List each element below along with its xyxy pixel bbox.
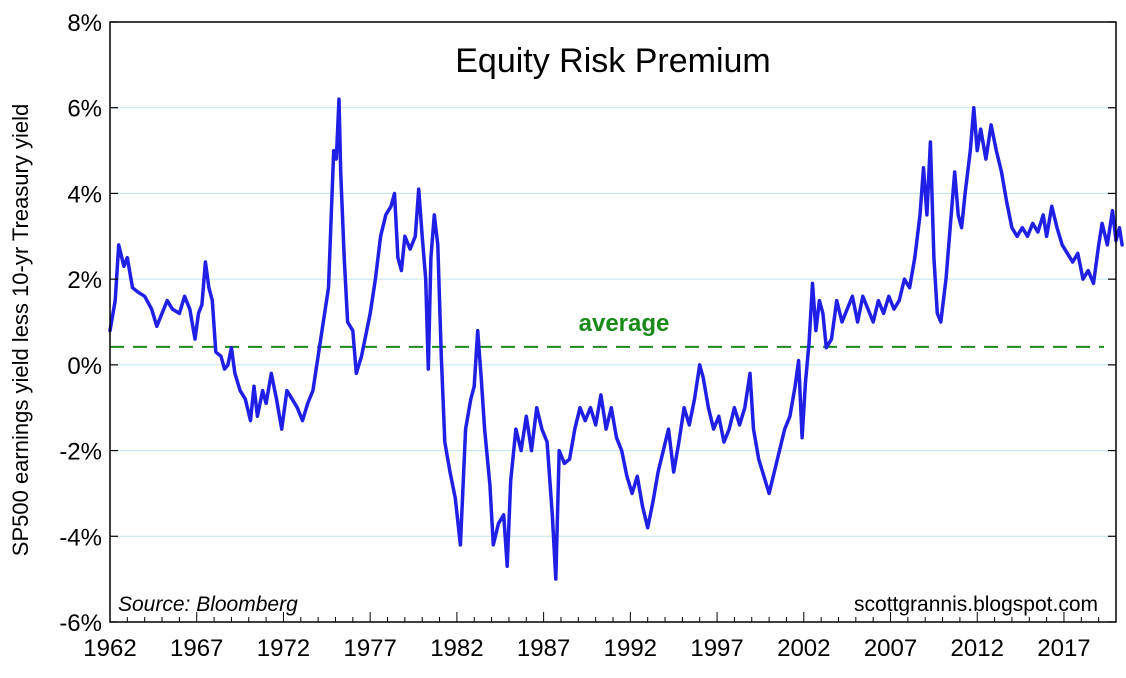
y-axis-label: SP500 earnings yield less 10-yr Treasury… <box>8 104 33 556</box>
credit-note: scottgrannis.blogspot.com <box>854 593 1098 616</box>
x-tick-label: 1992 <box>604 635 657 662</box>
y-tick-label: -2% <box>59 439 102 466</box>
x-tick-label: 1977 <box>343 635 396 662</box>
x-tick-label: 1982 <box>430 635 483 662</box>
y-tick-label: -4% <box>59 524 102 551</box>
x-tick-label: 2012 <box>951 635 1004 662</box>
x-tick-label: 1997 <box>690 635 743 662</box>
y-tick-label: 0% <box>67 353 102 380</box>
y-tick-label: -6% <box>59 610 102 637</box>
x-tick-label: 1962 <box>83 635 136 662</box>
y-tick-label: 8% <box>67 10 102 37</box>
x-tick-label: 1972 <box>257 635 310 662</box>
source-note: Source: Bloomberg <box>118 593 298 616</box>
x-tick-label: 2002 <box>777 635 830 662</box>
chart-title: Equity Risk Premium <box>455 42 771 80</box>
x-axis: 1962 1967 1972 1977 1982 1987 1992 1997 2002 2007… <box>83 612 1117 662</box>
x-tick-label: 2017 <box>1037 635 1090 662</box>
y-tick-label: 6% <box>67 96 102 123</box>
x-tick-label: 2007 <box>864 635 917 662</box>
y-axis: -6% -4% -2% 0% 2% 4% 6% 8% <box>59 10 1116 637</box>
x-tick-label: 1967 <box>170 635 223 662</box>
x-tick-label: 1987 <box>517 635 570 662</box>
series-group <box>108 97 1124 581</box>
y-tick-label: 4% <box>67 181 102 208</box>
gridlines <box>110 107 1116 537</box>
average-label: average <box>579 310 670 337</box>
y-tick-label: 2% <box>67 267 102 294</box>
series-line-equity-risk-premium <box>108 97 1124 581</box>
